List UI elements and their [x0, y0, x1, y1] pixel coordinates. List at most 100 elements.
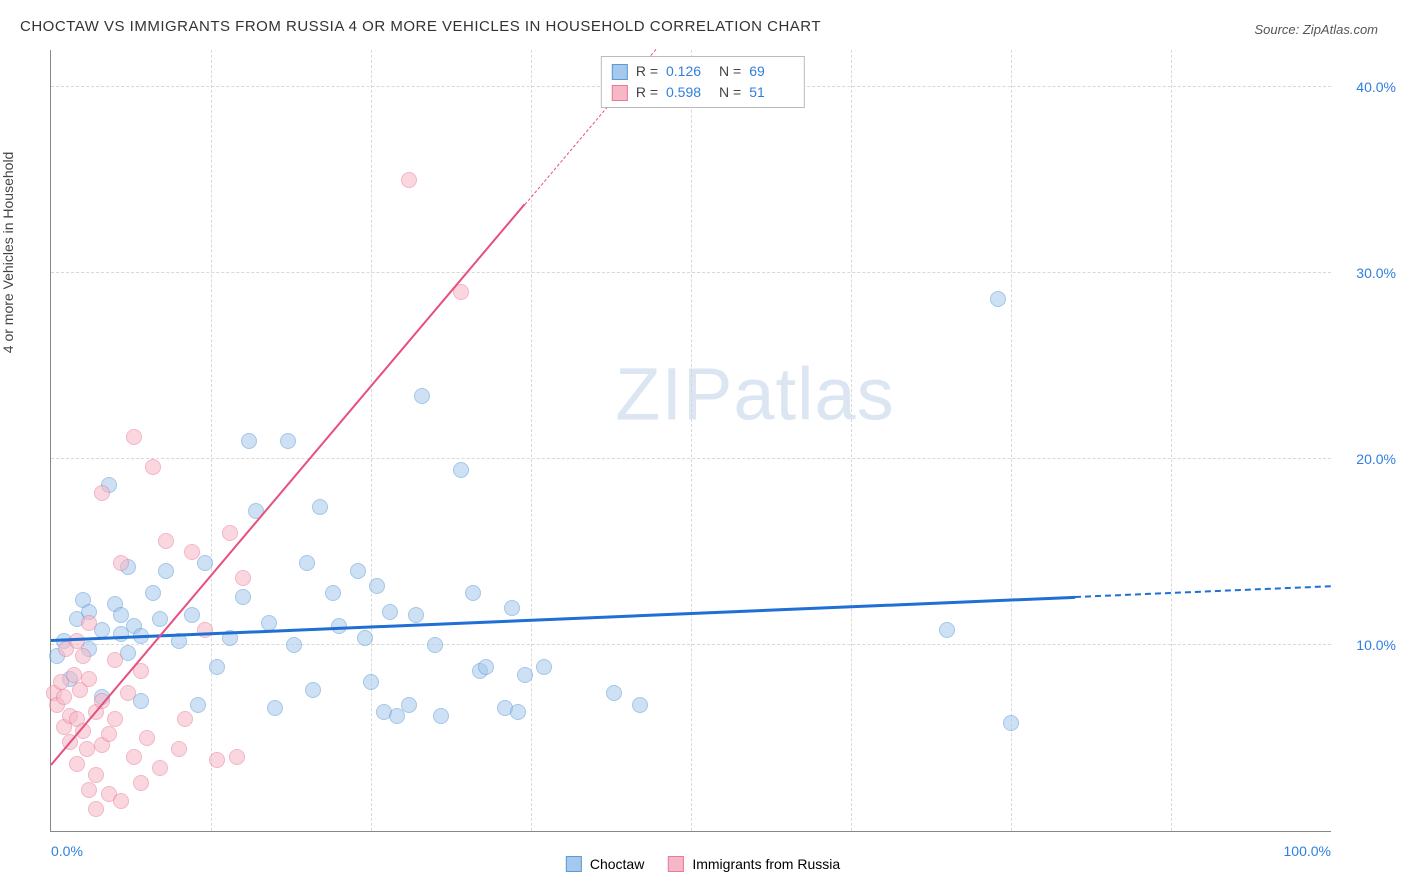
scatter-point: [414, 388, 430, 404]
y-tick-label: 20.0%: [1356, 451, 1396, 467]
scatter-point: [69, 633, 85, 649]
scatter-point: [152, 760, 168, 776]
scatter-point: [267, 700, 283, 716]
stat-N-label-1: N =: [719, 61, 741, 82]
scatter-point: [229, 749, 245, 765]
scatter-point: [325, 585, 341, 601]
gridline-v: [851, 50, 852, 831]
scatter-point: [286, 637, 302, 653]
legend-swatch-1: [566, 856, 582, 872]
scatter-point: [158, 533, 174, 549]
scatter-point: [222, 525, 238, 541]
scatter-point: [190, 697, 206, 713]
scatter-point: [81, 782, 97, 798]
stat-R-label-1: R =: [636, 61, 658, 82]
scatter-point: [408, 607, 424, 623]
scatter-point: [126, 429, 142, 445]
scatter-point: [184, 607, 200, 623]
scatter-point: [133, 775, 149, 791]
scatter-point: [113, 555, 129, 571]
scatter-point: [401, 172, 417, 188]
stats-row-1: R = 0.126 N = 69: [612, 61, 794, 82]
scatter-point: [350, 563, 366, 579]
scatter-point: [478, 659, 494, 675]
scatter-point: [184, 544, 200, 560]
scatter-point: [209, 659, 225, 675]
gridline-v: [1011, 50, 1012, 831]
scatter-point: [536, 659, 552, 675]
stat-R-value-1: 0.126: [666, 61, 711, 82]
scatter-point: [69, 756, 85, 772]
trendline: [1075, 585, 1331, 598]
stat-R-label-2: R =: [636, 82, 658, 103]
scatter-point: [427, 637, 443, 653]
scatter-point: [1003, 715, 1019, 731]
scatter-point: [401, 697, 417, 713]
stats-box: R = 0.126 N = 69 R = 0.598 N = 51: [601, 56, 805, 108]
scatter-point: [120, 685, 136, 701]
scatter-point: [465, 585, 481, 601]
stat-N-label-2: N =: [719, 82, 741, 103]
scatter-point: [66, 667, 82, 683]
scatter-point: [145, 459, 161, 475]
scatter-point: [990, 291, 1006, 307]
scatter-point: [79, 741, 95, 757]
gridline-v: [1171, 50, 1172, 831]
gridline-v: [211, 50, 212, 831]
scatter-point: [81, 671, 97, 687]
scatter-point: [389, 708, 405, 724]
scatter-point: [88, 767, 104, 783]
swatch-series-1: [612, 64, 628, 80]
y-tick-label: 40.0%: [1356, 79, 1396, 95]
y-tick-label: 10.0%: [1356, 637, 1396, 653]
scatter-point: [357, 630, 373, 646]
plot-area: ZIPatlas 10.0%20.0%30.0%40.0%0.0%100.0%: [50, 50, 1331, 832]
scatter-point: [197, 555, 213, 571]
scatter-point: [632, 697, 648, 713]
scatter-point: [209, 752, 225, 768]
x-tick-label: 0.0%: [51, 843, 83, 859]
x-tick-label: 100.0%: [1284, 843, 1331, 859]
scatter-point: [152, 611, 168, 627]
legend: Choctaw Immigrants from Russia: [566, 856, 840, 872]
scatter-point: [305, 682, 321, 698]
scatter-point: [126, 749, 142, 765]
trendline: [51, 596, 1075, 642]
stat-N-value-1: 69: [749, 61, 794, 82]
stats-row-2: R = 0.598 N = 51: [612, 82, 794, 103]
gridline-v: [531, 50, 532, 831]
scatter-point: [56, 689, 72, 705]
watermark-atlas: atlas: [733, 352, 894, 435]
scatter-point: [235, 570, 251, 586]
legend-swatch-2: [668, 856, 684, 872]
scatter-point: [113, 793, 129, 809]
scatter-point: [75, 648, 91, 664]
gridline-v: [691, 50, 692, 831]
scatter-point: [171, 741, 187, 757]
y-axis-label: 4 or more Vehicles in Household: [0, 152, 16, 354]
legend-label-2: Immigrants from Russia: [692, 856, 840, 872]
scatter-point: [177, 711, 193, 727]
scatter-point: [235, 589, 251, 605]
chart-container: CHOCTAW VS IMMIGRANTS FROM RUSSIA 4 OR M…: [0, 0, 1406, 892]
scatter-point: [280, 433, 296, 449]
scatter-point: [606, 685, 622, 701]
watermark: ZIPatlas: [615, 351, 894, 436]
scatter-point: [363, 674, 379, 690]
swatch-series-2: [612, 85, 628, 101]
scatter-point: [81, 615, 97, 631]
chart-source: Source: ZipAtlas.com: [1254, 22, 1378, 37]
scatter-point: [158, 563, 174, 579]
stat-R-value-2: 0.598: [666, 82, 711, 103]
scatter-point: [517, 667, 533, 683]
stat-N-value-2: 51: [749, 82, 794, 103]
watermark-zip: ZIP: [615, 352, 733, 435]
scatter-point: [145, 585, 161, 601]
scatter-point: [139, 730, 155, 746]
scatter-point: [88, 801, 104, 817]
chart-title: CHOCTAW VS IMMIGRANTS FROM RUSSIA 4 OR M…: [20, 18, 821, 35]
y-tick-label: 30.0%: [1356, 265, 1396, 281]
legend-item-2: Immigrants from Russia: [668, 856, 840, 872]
scatter-point: [453, 462, 469, 478]
scatter-point: [94, 485, 110, 501]
